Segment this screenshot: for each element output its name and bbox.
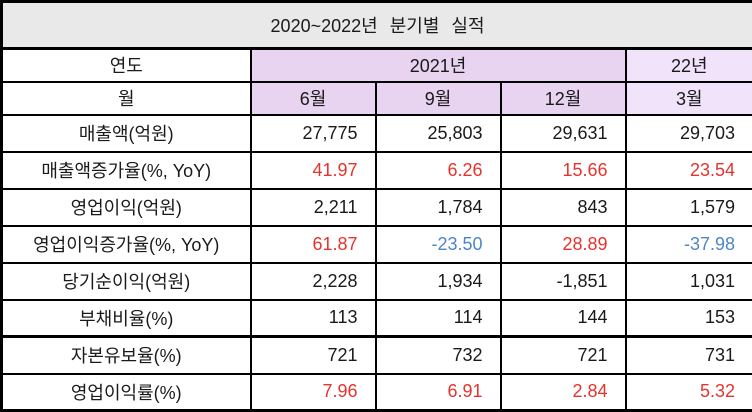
value-cell: 41.97 — [251, 152, 376, 189]
value-cell: 23.54 — [626, 152, 752, 189]
value-cell: 15.66 — [501, 152, 626, 189]
value-cell: 25,803 — [376, 115, 501, 152]
value-cell: 153 — [626, 300, 752, 337]
row-label: 영업이익(억원) — [2, 189, 251, 226]
value-cell: 1,934 — [376, 263, 501, 300]
value-cell: -23.50 — [376, 226, 501, 263]
value-cell: 1,579 — [626, 189, 752, 226]
value-cell: 1,784 — [376, 189, 501, 226]
row-label: 부채비율(%) — [2, 300, 251, 337]
year-row-label: 연도 — [2, 49, 251, 82]
row-label: 당기순이익(억원) — [2, 263, 251, 300]
row-label: 매출액(억원) — [2, 115, 251, 152]
value-cell: 6.26 — [376, 152, 501, 189]
value-cell: 843 — [501, 189, 626, 226]
month-row-label: 월 — [2, 82, 251, 115]
value-cell: 721 — [251, 337, 376, 374]
value-cell: 732 — [376, 337, 501, 374]
month-header-mar: 3월 — [626, 82, 752, 115]
row-label: 영업이익증가율(%, YoY) — [2, 226, 251, 263]
value-cell: 1,031 — [626, 263, 752, 300]
value-cell: 721 — [501, 337, 626, 374]
value-cell: 61.87 — [251, 226, 376, 263]
value-cell: 27,775 — [251, 115, 376, 152]
month-header-dec: 12월 — [501, 82, 626, 115]
value-cell: 6.91 — [376, 374, 501, 411]
value-cell: -1,851 — [501, 263, 626, 300]
value-cell: 29,703 — [626, 115, 752, 152]
month-header-jun: 6월 — [251, 82, 376, 115]
value-cell: 7.96 — [251, 374, 376, 411]
row-label: 영업이익률(%) — [2, 374, 251, 411]
value-cell: 144 — [501, 300, 626, 337]
value-cell: 114 — [376, 300, 501, 337]
value-cell: 5.32 — [626, 374, 752, 411]
value-cell: 29,631 — [501, 115, 626, 152]
value-cell: 28.89 — [501, 226, 626, 263]
value-cell: 731 — [626, 337, 752, 374]
value-cell: 2,228 — [251, 263, 376, 300]
row-label: 자본유보율(%) — [2, 337, 251, 374]
year-group-2021: 2021년 — [251, 49, 626, 82]
year-header-row: 연도 2021년 22년 — [2, 49, 752, 82]
value-cell: 2.84 — [501, 374, 626, 411]
month-header-sep: 9월 — [376, 82, 501, 115]
table-title-row: 2020~2022년 분기별 실적 — [2, 2, 752, 49]
row-label: 매출액증가율(%, YoY) — [2, 152, 251, 189]
value-cell: 2,211 — [251, 189, 376, 226]
value-cell: -37.98 — [626, 226, 752, 263]
year-group-2022: 22년 — [626, 49, 752, 82]
month-header-row: 월 6월 9월 12월 3월 — [2, 82, 752, 115]
table-title: 2020~2022년 분기별 실적 — [2, 2, 752, 49]
value-cell: 113 — [251, 300, 376, 337]
